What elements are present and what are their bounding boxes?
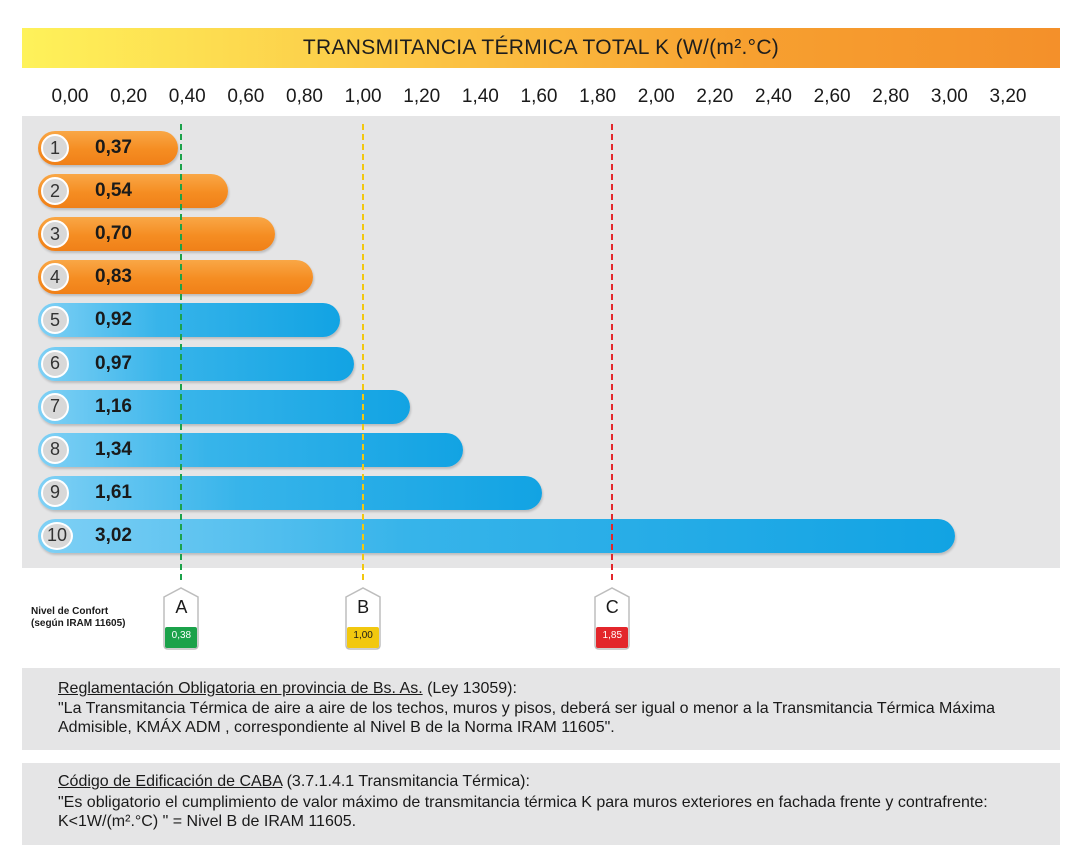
bar-category-label: 3 <box>41 220 69 249</box>
x-axis-ticks: 0,00 0,20 0,40 0,60 0,80 1,00 1,20 1,40 1,60 1,80… <box>0 86 1080 108</box>
x-tick-label: 1,40 <box>461 86 499 107</box>
x-tick-label: 0,00 <box>51 86 89 107</box>
x-tick-label: 0,60 <box>227 86 265 107</box>
reference-line-b <box>362 124 365 580</box>
reference-line-c <box>611 124 614 580</box>
bar-value-label: 0,92 <box>95 309 132 331</box>
comfort-level-label-line1: Nivel de Confort <box>31 606 109 617</box>
x-tick-label: 0,80 <box>286 86 323 107</box>
comfort-level-label-line2: (según IRAM 11605) <box>31 618 126 629</box>
note-provincia-bsas: Reglamentación Obligatoria en provincia … <box>22 668 1060 750</box>
bar-value-label: 0,70 <box>95 223 132 245</box>
x-tick-label: 3,00 <box>930 86 968 107</box>
bar: 6 0,97 <box>38 346 355 381</box>
bar-category-label: 10 <box>41 521 73 550</box>
bar-category-label: 6 <box>41 349 69 378</box>
note-heading-main: Reglamentación Obligatoria en provincia … <box>58 680 423 697</box>
chart-panel: 1 0,37 2 0,54 3 0,70 4 0,83 5 0,92 6 0,97 7 1,16 8 1,34… <box>22 116 1060 568</box>
bar-value-label: 0,83 <box>95 266 132 288</box>
comfort-badge-letter: A <box>175 597 188 617</box>
bar: 5 0,92 <box>38 303 340 338</box>
bar-category-label: 4 <box>41 263 69 292</box>
bar-category-label: 1 <box>41 134 69 162</box>
x-tick-label: 1,80 <box>579 86 617 107</box>
bar: 2 0,54 <box>38 174 229 209</box>
x-tick-label: 2,80 <box>872 86 910 107</box>
bar-value-label: 0,37 <box>95 137 132 158</box>
bar-category-label: 7 <box>41 392 69 421</box>
note-heading: Código de Edificación de CABA (3.7.1.4.1… <box>58 773 530 791</box>
note-heading: Reglamentación Obligatoria en provincia … <box>58 680 517 698</box>
x-tick-label: 1,20 <box>403 86 441 107</box>
bar-category-label: 8 <box>41 435 69 464</box>
note-body: "La Transmitancia Térmica de aire a aire… <box>58 700 996 736</box>
bar-value-label: 1,16 <box>95 395 132 417</box>
bar-category-label: 5 <box>41 306 69 335</box>
chart-title: TRANSMITANCIA TÉRMICA TOTAL K (W/(m².°C) <box>302 36 780 59</box>
comfort-level-label: Nivel de Confort (según IRAM 11605) <box>31 606 125 630</box>
bar-value-label: 0,54 <box>95 180 132 202</box>
x-tick-label: 1,60 <box>520 86 558 107</box>
bar-value-label: 0,97 <box>95 352 132 374</box>
comfort-badge-value: 0,38 <box>171 630 192 641</box>
comfort-badge-value: 1,85 <box>602 630 623 641</box>
x-tick-label: 0,40 <box>168 86 206 107</box>
bar: 10 3,02 <box>38 518 956 553</box>
bar-value-label: 3,02 <box>95 524 132 546</box>
comfort-badge-value: 1,00 <box>353 630 373 641</box>
note-heading-suffix: (3.7.1.4.1 Transmitancia Térmica): <box>282 773 530 790</box>
x-tick-label: 3,20 <box>989 86 1027 107</box>
x-tick-label: 2,00 <box>637 86 675 107</box>
comfort-badge-letter: C <box>605 597 619 617</box>
bar: 9 1,61 <box>38 475 542 510</box>
x-tick-label: 2,60 <box>813 86 851 107</box>
comfort-badge-letter: B <box>357 597 370 617</box>
reference-line-a <box>180 124 183 580</box>
bar-category-label: 2 <box>41 177 69 206</box>
bar: 1 0,37 <box>38 131 179 165</box>
x-tick-label: 2,40 <box>755 86 792 107</box>
bar: 8 1,34 <box>38 432 463 467</box>
bar-category-label: 9 <box>41 478 69 507</box>
x-tick-label: 1,00 <box>344 86 382 107</box>
x-tick-label: 2,20 <box>696 86 734 107</box>
bar: 7 1,16 <box>38 389 411 424</box>
comfort-badge-a: A 0,38 <box>160 587 202 651</box>
comfort-badge-c: C 1,85 <box>591 587 633 651</box>
note-heading-main: Código de Edificación de CABA <box>58 773 283 790</box>
bar-value-label: 1,61 <box>95 481 132 503</box>
chart-title-bar: TRANSMITANCIA TÉRMICA TOTAL K (W/(m².°C) <box>22 28 1060 68</box>
bar-value-label: 1,34 <box>95 438 132 460</box>
bar: 4 0,83 <box>38 260 314 295</box>
note-body: "Es obligatorio el cumplimiento de valor… <box>58 794 988 830</box>
note-heading-suffix: (Ley 13059): <box>422 680 517 697</box>
note-caba: Código de Edificación de CABA (3.7.1.4.1… <box>22 763 1060 845</box>
x-tick-label: 0,20 <box>110 86 148 107</box>
bar: 3 0,70 <box>38 217 276 252</box>
comfort-badge-b: B 1,00 <box>342 587 384 651</box>
